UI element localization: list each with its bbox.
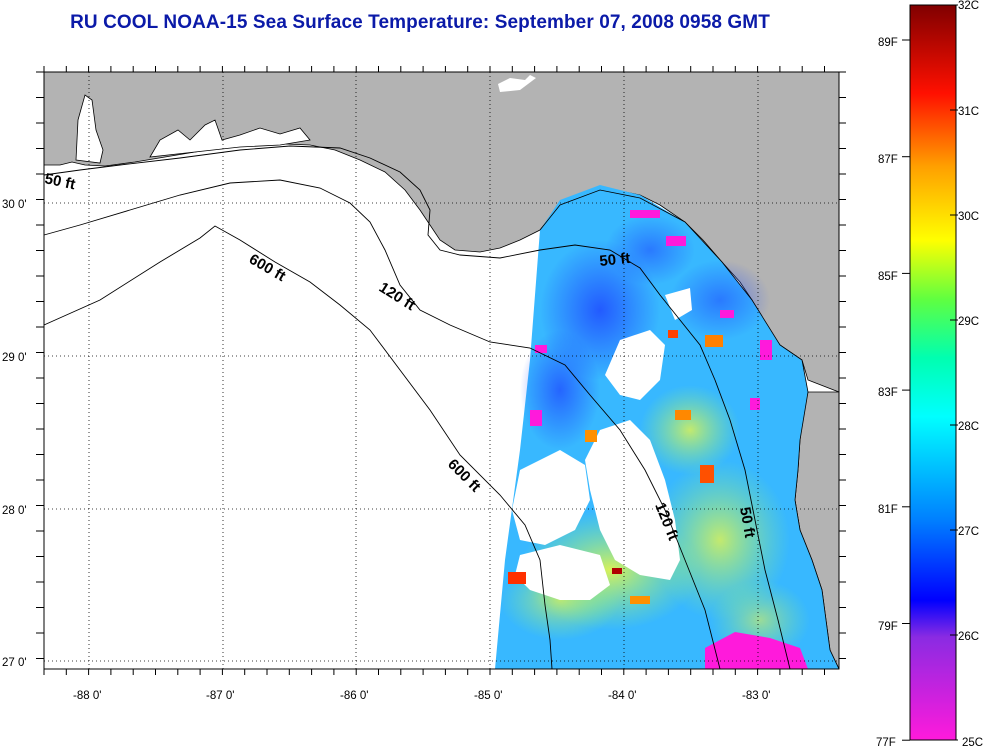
contour-label-50ft-east: 50 ft [736, 506, 758, 539]
lon-label-86: -86 0' [340, 690, 368, 702]
cb-f-81: 81F [878, 504, 898, 516]
island-white [498, 75, 536, 92]
cb-f-85: 85F [878, 271, 898, 283]
colorbar-ticks [902, 4, 958, 741]
contour-50ft [43, 145, 791, 670]
lat-label-29: 29 0' [2, 352, 27, 364]
lon-label-84: -84 0' [608, 690, 636, 702]
cb-c-27: 27C [958, 526, 979, 538]
cb-c-28: 28C [958, 421, 979, 433]
cb-c-32: 32C [958, 0, 979, 12]
cb-c-26: 26C [958, 631, 979, 643]
bay-mobile [75, 94, 104, 164]
contour-label-50ft-north: 50 ft [599, 250, 631, 270]
graticule [44, 72, 839, 669]
contour-600ft [43, 225, 553, 670]
colorbar [909, 4, 957, 741]
cb-c-30: 30C [958, 211, 979, 223]
cb-f-83: 83F [878, 387, 898, 399]
lon-label-85: -85 0' [474, 690, 502, 702]
coastline-florida [539, 189, 840, 670]
lat-label-30: 30 0' [2, 199, 27, 211]
map-title: RU COOL NOAA-15 Sea Surface Temperature:… [70, 12, 770, 33]
cb-f-87: 87F [878, 154, 898, 166]
cb-f-79: 79F [878, 621, 898, 633]
lat-label-28: 28 0' [2, 505, 27, 517]
lon-label-83: -83 0' [742, 690, 770, 702]
sst-swath [495, 185, 839, 669]
lon-label-87: -87 0' [206, 690, 234, 702]
cb-c-29: 29C [958, 316, 979, 328]
cb-c-31: 31C [958, 106, 979, 118]
contour-label-50ft-west: 50 ft [43, 170, 77, 193]
bay-pensacola [149, 119, 311, 158]
cb-f-77: 77F [876, 737, 896, 749]
lat-label-27: 27 0' [2, 657, 27, 669]
axis-ticks [36, 66, 846, 675]
contour-120ft [43, 179, 721, 670]
map-frame [43, 71, 840, 670]
cb-f-89: 89F [878, 37, 898, 49]
lon-label-88: -88 0' [73, 690, 101, 702]
cb-c-25: 25C [962, 737, 983, 749]
